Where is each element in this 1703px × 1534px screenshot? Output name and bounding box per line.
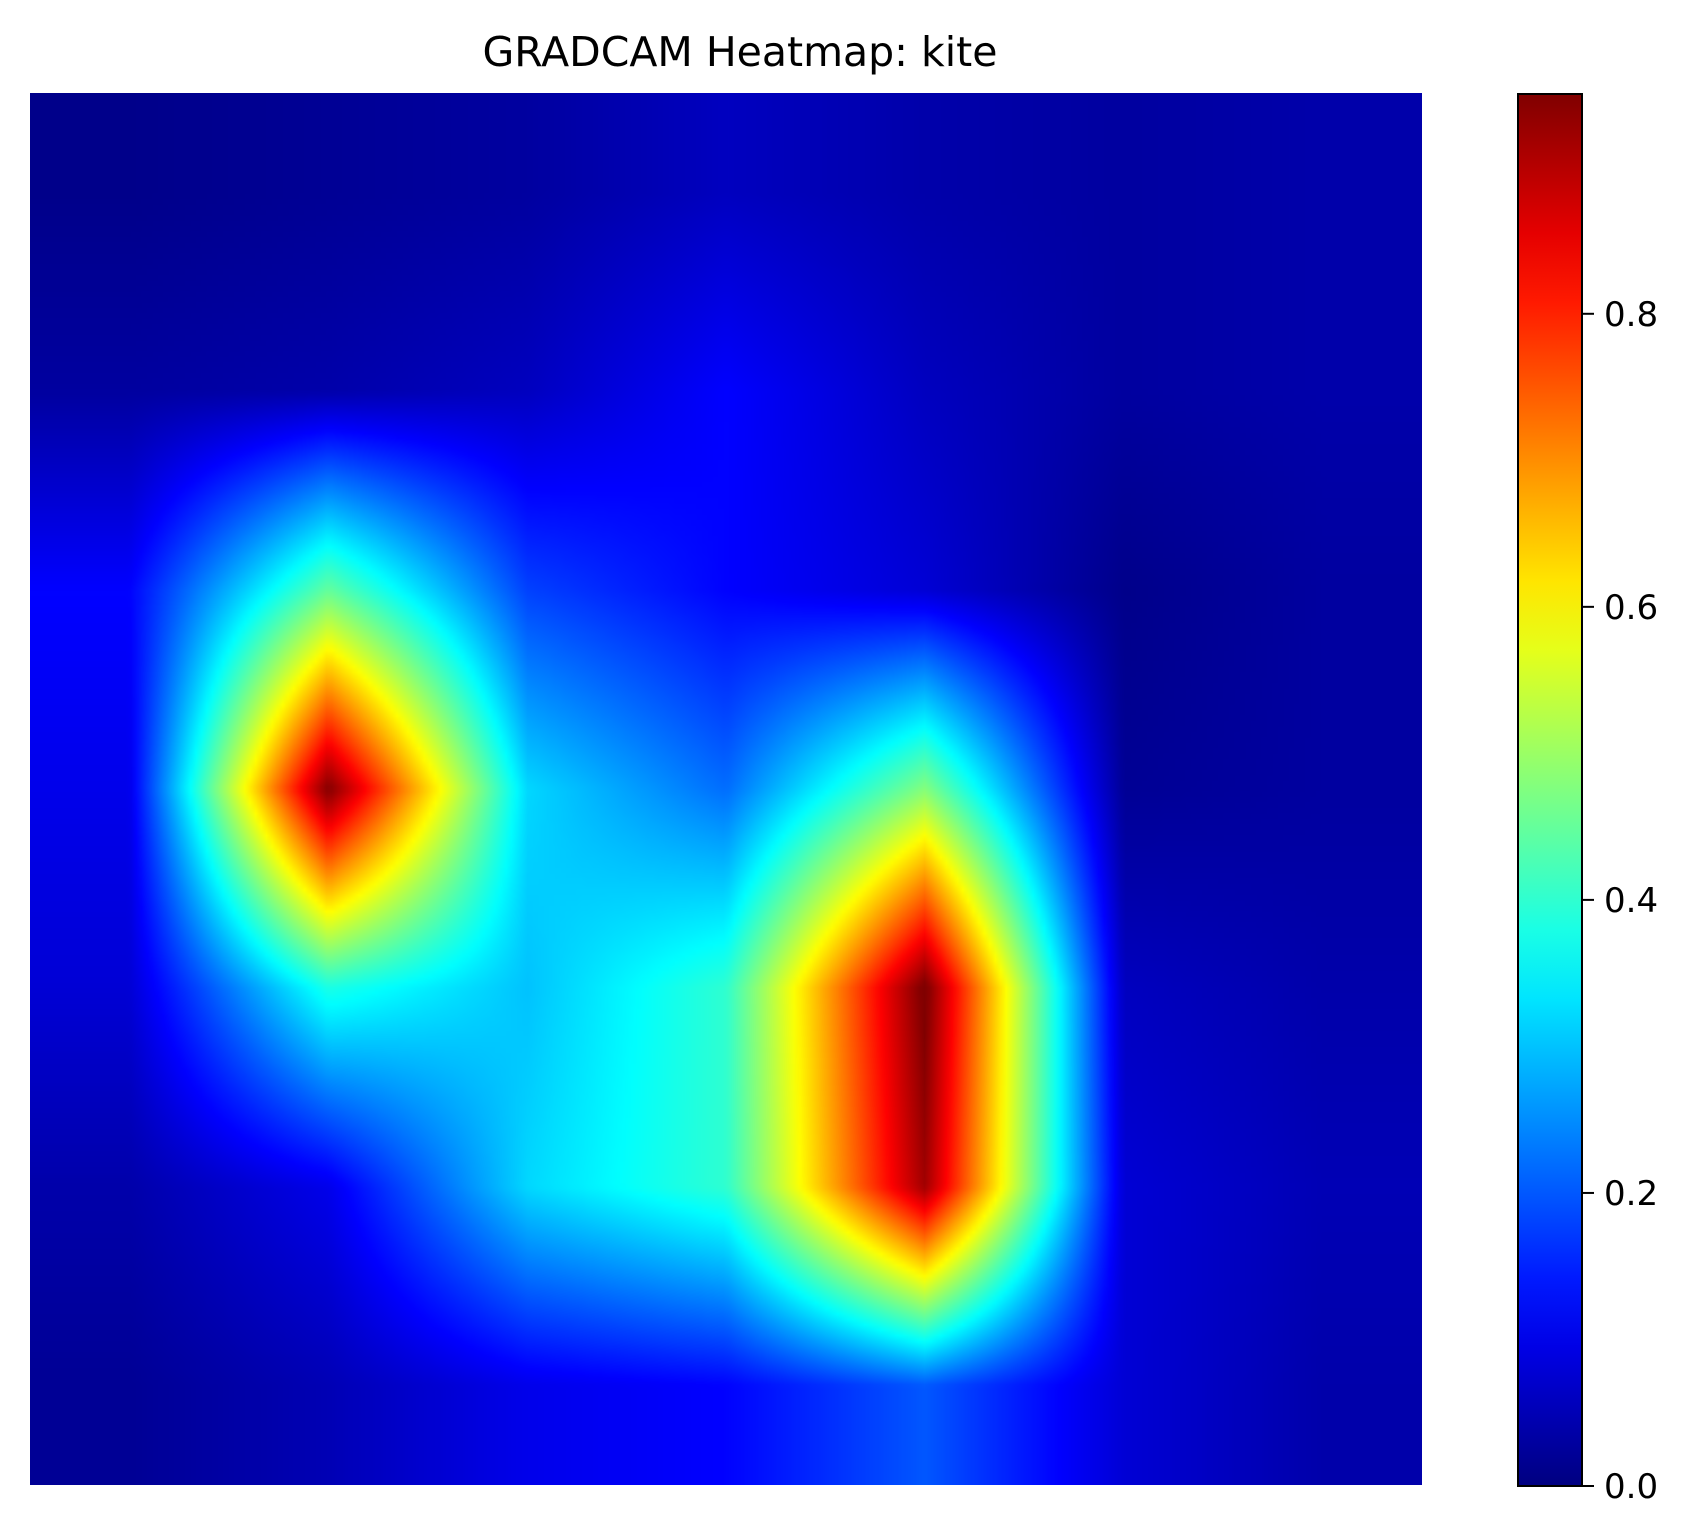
- colorbar-tick-label: 0.0: [1604, 1467, 1658, 1507]
- chart-title: GRADCAM Heatmap: kite: [482, 28, 998, 76]
- colorbar-gradient: [1517, 93, 1583, 1487]
- colorbar-tick-label: 0.4: [1604, 881, 1658, 921]
- heatmap-image: [30, 93, 1422, 1485]
- colorbar-ticks: 0.0 0.2 0.4 0.6 0.8: [1582, 295, 1658, 1507]
- colorbar-tick-label: 0.8: [1604, 295, 1658, 335]
- colorbar-tick-label: 0.2: [1604, 1174, 1658, 1214]
- colorbar-tick-label: 0.6: [1604, 588, 1658, 628]
